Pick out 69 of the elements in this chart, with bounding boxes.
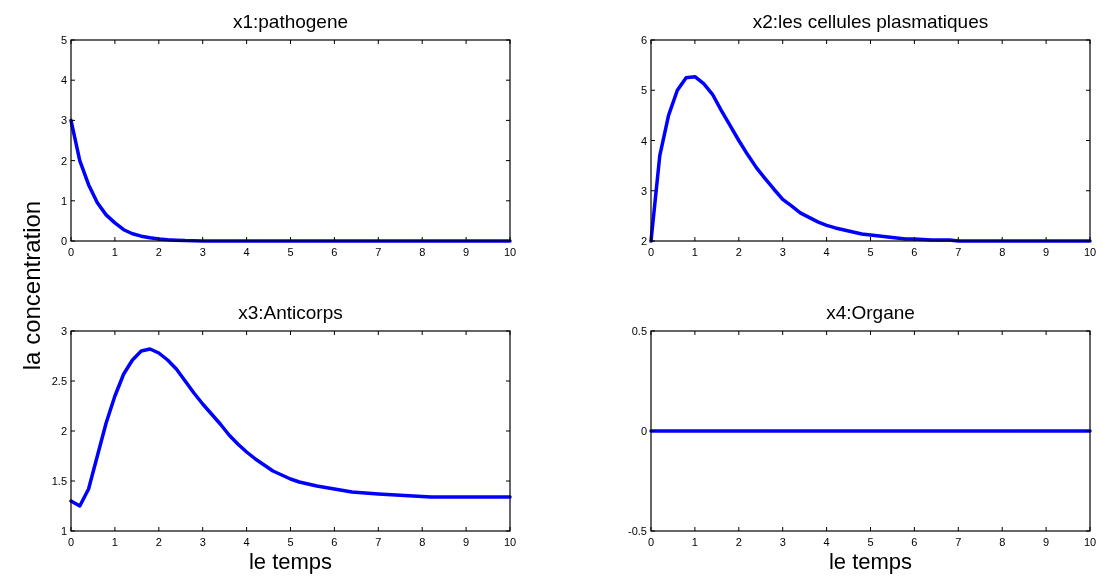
chart-title: x2:les cellules plasmatiques bbox=[752, 11, 989, 32]
x-tick-label: 5 bbox=[287, 536, 294, 548]
x-tick-label: 9 bbox=[1043, 246, 1050, 258]
y-tick-label: 1.5 bbox=[51, 475, 67, 487]
chart-title: x3:Anticorps bbox=[238, 302, 343, 323]
y-tick-label: 2.5 bbox=[51, 375, 67, 387]
x-tick-label: 7 bbox=[375, 246, 382, 258]
x-tick-label: 9 bbox=[463, 536, 470, 548]
x-tick-label: 4 bbox=[823, 536, 830, 548]
y-tick-label: 3 bbox=[640, 184, 647, 197]
x-tick-label: 7 bbox=[955, 246, 962, 258]
y-tick-label: -0.5 bbox=[628, 525, 647, 537]
x-tick-label: 5 bbox=[287, 246, 294, 258]
x-tick-label: 10 bbox=[503, 246, 517, 258]
x-tick-label: 5 bbox=[867, 246, 874, 258]
x-tick-label: 7 bbox=[955, 536, 962, 548]
x-axis-title: le temps bbox=[248, 549, 333, 574]
x-tick-label: 10 bbox=[1083, 246, 1097, 258]
line-series bbox=[69, 347, 512, 508]
y-tick-label: 3 bbox=[60, 325, 67, 337]
y-axis-title: la concentration bbox=[18, 200, 45, 371]
chart-title: x1:pathogene bbox=[232, 11, 349, 32]
x-tick-label: 1 bbox=[691, 246, 698, 258]
x-tick-label: 8 bbox=[419, 246, 426, 258]
y-tick-label: 4 bbox=[640, 134, 647, 147]
x-tick-label: 1 bbox=[691, 536, 698, 548]
x-tick-label: 6 bbox=[911, 246, 918, 258]
x-tick-label: 10 bbox=[503, 536, 517, 548]
y-tick-label: 2 bbox=[60, 425, 67, 437]
x-tick-label: 4 bbox=[823, 246, 830, 258]
x-tick-label: 9 bbox=[463, 246, 470, 258]
y-tick-label: 0 bbox=[60, 235, 67, 247]
x-tick-label: 6 bbox=[911, 536, 918, 548]
x-tick-label: 1 bbox=[111, 246, 118, 258]
y-tick-label: 5 bbox=[640, 84, 647, 97]
x-tick-label: 7 bbox=[375, 536, 382, 548]
x-tick-label: 8 bbox=[999, 246, 1006, 258]
y-tick-label: 0 bbox=[640, 425, 647, 437]
y-tick-label: 5 bbox=[60, 34, 67, 46]
line-series bbox=[649, 74, 1092, 243]
y-tick-label: 1 bbox=[60, 194, 67, 207]
x-tick-label: 5 bbox=[867, 536, 874, 548]
x-tick-label: 9 bbox=[1043, 536, 1050, 548]
x-tick-label: 6 bbox=[331, 246, 338, 258]
y-tick-label: 2 bbox=[640, 235, 647, 247]
x-tick-label: 8 bbox=[999, 536, 1006, 548]
x-tick-label: 2 bbox=[155, 246, 162, 258]
x-tick-label: 3 bbox=[779, 246, 786, 258]
y-tick-label: 1 bbox=[60, 525, 67, 537]
x-tick-label: 2 bbox=[735, 536, 742, 548]
x-tick-label: 10 bbox=[1083, 536, 1097, 548]
x-tick-label: 3 bbox=[199, 246, 206, 258]
x-tick-label: 3 bbox=[779, 536, 786, 548]
x-tick-label: 2 bbox=[735, 246, 742, 258]
line-series bbox=[69, 118, 512, 243]
y-tick-label: 3 bbox=[60, 114, 67, 127]
x-tick-label: 1 bbox=[111, 536, 118, 548]
x-tick-label: 8 bbox=[419, 536, 426, 548]
chart-title: x4:Organe bbox=[826, 302, 915, 323]
y-tick-label: 0.5 bbox=[631, 325, 647, 337]
x-tick-label: 2 bbox=[155, 536, 162, 548]
y-tick-label: 6 bbox=[640, 34, 647, 46]
x-axis-title: le temps bbox=[828, 549, 913, 574]
x-tick-label: 3 bbox=[199, 536, 206, 548]
y-tick-label: 2 bbox=[60, 154, 67, 167]
x-tick-label: 6 bbox=[331, 536, 338, 548]
y-tick-label: 4 bbox=[60, 74, 67, 87]
x-tick-label: 4 bbox=[243, 536, 250, 548]
x-tick-label: 4 bbox=[243, 246, 250, 258]
